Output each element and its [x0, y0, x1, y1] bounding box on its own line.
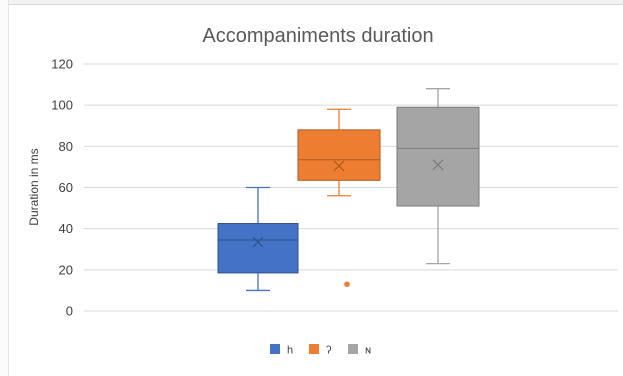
- mean-marker: [252, 236, 264, 248]
- gridlines: [84, 63, 618, 312]
- y-tick-label: 40: [59, 221, 73, 236]
- box-iqr: [396, 106, 480, 207]
- y-tick-label: 20: [59, 262, 73, 277]
- legend-swatch: [309, 344, 319, 354]
- window-top-edge: [0, 0, 623, 5]
- mean-marker: [333, 160, 345, 172]
- window-left-edge: [0, 0, 9, 376]
- y-tick-label: 100: [51, 98, 73, 113]
- box-1: [217, 186, 299, 292]
- box-iqr: [217, 223, 299, 274]
- y-tick-label: 60: [59, 180, 73, 195]
- legend-swatch: [348, 344, 358, 354]
- box-iqr: [297, 129, 381, 181]
- legend-label: h: [287, 345, 293, 357]
- box-2: [297, 108, 381, 288]
- outlier-point: [344, 281, 350, 288]
- legend-label: ɴ: [365, 345, 371, 357]
- y-tick-label: 0: [66, 304, 73, 319]
- mean-marker: [432, 159, 444, 171]
- box-3: [396, 88, 480, 265]
- legend-label: ʔ: [326, 345, 332, 357]
- y-axis-label: Duration in ms: [27, 148, 41, 225]
- legend-swatch: [270, 344, 280, 354]
- y-tick-label: 120: [51, 57, 73, 72]
- y-axis-ticks: 0 20 40 60 80 100 120: [51, 57, 73, 319]
- chart-title: Accompaniments duration: [202, 25, 433, 47]
- y-tick-label: 80: [59, 139, 73, 154]
- boxes: [217, 88, 480, 292]
